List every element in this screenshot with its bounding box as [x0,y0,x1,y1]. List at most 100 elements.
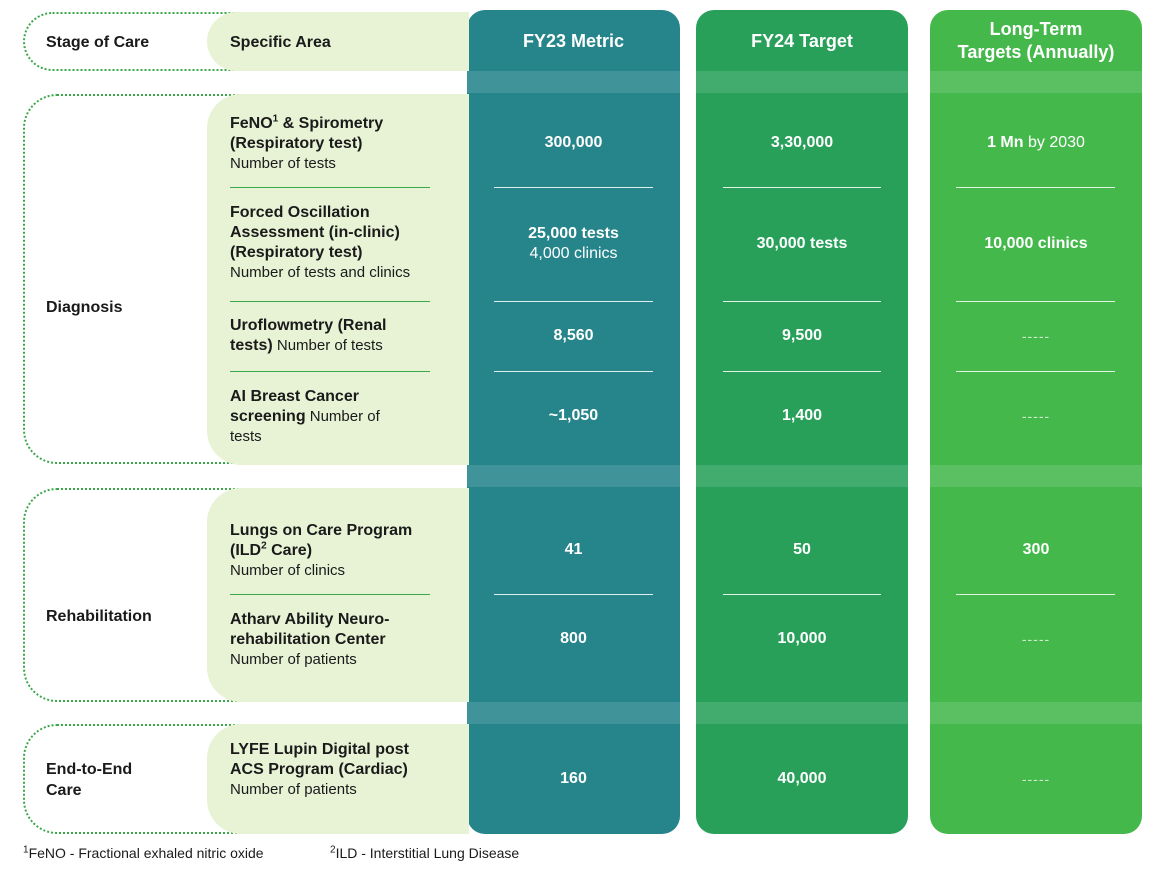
footnote-1-marker: 1 [23,844,29,856]
fy23-feno-value: 300,000 [544,134,603,151]
section-gap-band [467,702,1142,724]
area-lungs-on-care: Lungs on Care Program (ILD2 Care) Number… [230,521,430,581]
section-gap-band [467,465,1142,487]
fy23-uroflowmetry-value: 8,560 [553,327,594,344]
fy24-ai-breast-cancer-value: 1,400 [781,407,823,424]
column-gap [908,702,930,724]
specific-area-header: Specific Area [230,34,331,51]
fy24-header: FY24 Target [751,31,853,51]
fy23-lyfe-value: 160 [560,770,587,787]
area-forced-oscillation-sub: Number of tests and clinics [230,264,411,281]
stage-diagnosis: Diagnosis [46,299,123,316]
fy23-lungs-on-care: 41 [467,508,680,592]
section-gap-band [467,71,1142,93]
area-bg-end-to-end [207,724,469,834]
stage-rehabilitation: Rehabilitation [46,608,152,625]
lt-ai-breast-cancer: ----- [930,372,1142,460]
fy24-lyfe: 40,000 [696,736,908,822]
area-bg-header [207,12,469,71]
fy24-column [696,10,908,834]
stage-box-end-to-end [23,724,243,834]
area-feno-name: FeNO [230,115,273,132]
row-divider [723,301,881,302]
row-divider [230,301,430,302]
lt-lyfe-value: ----- [1021,771,1051,787]
footnote-ref-2: 2 [261,540,267,552]
footnote-2: 2ILD - Interstitial Lung Disease [330,845,519,861]
fy23-forced-oscillation-sub: 4,000 clinics [529,245,618,262]
lt-uroflowmetry-value: ----- [1021,328,1051,344]
row-divider [956,187,1115,188]
fy24-atharv-ability-value: 10,000 [777,630,827,647]
row-divider [956,301,1115,302]
row-divider [494,301,653,302]
lt-atharv-ability-value: ----- [1021,631,1051,647]
area-lungs-on-care-name-rest: Care) [266,542,313,559]
area-feno: FeNO1 & Spirometry (Respiratory test) Nu… [230,114,430,174]
row-divider [723,187,881,188]
stage-end-to-end-line1: End-to-End [46,761,133,778]
fy24-uroflowmetry: 9,500 [696,302,908,370]
lt-forced-oscillation-value: 10,000 clinics [984,235,1088,252]
fy23-lungs-on-care-value: 41 [564,541,583,558]
row-divider [723,371,881,372]
area-lungs-on-care-name: Lungs on Care Program (ILD [230,522,413,559]
fy23-uroflowmetry: 8,560 [467,302,680,370]
lt-lungs-on-care: 300 [930,508,1142,592]
area-lungs-on-care-sub: Number of clinics [230,562,346,579]
lt-ai-breast-cancer-value: ----- [1021,408,1051,424]
area-atharv-ability-sub: Number of patients [230,651,357,668]
lt-feno-bold: 1 Mn [987,134,1024,151]
area-bg-rehabilitation [207,488,469,702]
area-ai-breast-cancer-sub: Number of tests [230,408,380,445]
area-ai-breast-cancer: AI Breast Cancer screening Number of tes… [230,387,390,447]
fy23-forced-oscillation: 25,000 tests 4,000 clinics [467,188,680,300]
column-gap [908,71,930,93]
row-divider [230,371,430,372]
long-term-header: Long-Term Targets (Annually) [930,10,1142,71]
lt-atharv-ability: ----- [930,596,1142,682]
row-divider [723,594,881,595]
long-term-header-line2: Targets (Annually) [957,41,1115,62]
area-bg-diagnosis [207,94,469,465]
area-ai-breast-cancer-name: AI Breast Cancer screening [230,388,359,425]
fy24-forced-oscillation-value: 30,000 tests [756,235,848,252]
stage-box-diagnosis [23,94,243,464]
lt-feno: 1 Mn by 2030 [930,100,1142,186]
column-gap [680,71,696,93]
fy24-uroflowmetry-value: 9,500 [781,327,823,344]
fy24-ai-breast-cancer: 1,400 [696,372,908,460]
area-atharv-ability: Atharv Ability Neuro-rehabilitation Cent… [230,610,435,670]
fy23-header: FY23 Metric [522,31,625,51]
footnote-2-marker: 2 [330,844,336,856]
footnote-1: 1FeNO - Fractional exhaled nitric oxide [23,845,264,861]
stage-end-to-end-line2: Care [46,782,82,799]
lt-forced-oscillation: 10,000 clinics [930,188,1142,300]
fy23-feno: 300,000 [467,100,680,186]
area-lyfe-sub: Number of patients [230,781,357,798]
area-uroflowmetry-name: Uroflowmetry (Renal tests) [230,317,387,354]
area-uroflowmetry-sub: Number of tests [272,337,383,354]
fy23-forced-oscillation-value: 25,000 tests [528,225,619,242]
long-term-column [930,10,1142,834]
stage-end-to-end: End-to-End Care [46,759,132,801]
lt-lyfe: ----- [930,736,1142,822]
fy23-ai-breast-cancer-value: ~1,050 [548,407,599,424]
row-divider [494,594,653,595]
column-gap [680,465,696,487]
row-divider [230,594,430,595]
area-feno-name-rest: & Spirometry (Respiratory test) [230,115,384,152]
area-lyfe-name: LYFE Lupin Digital post ACS Program (Car… [230,741,409,778]
footnote-ref-1: 1 [272,113,279,125]
area-uroflowmetry: Uroflowmetry (Renal tests) Number of tes… [230,316,430,356]
area-forced-oscillation: Forced Oscillation Assessment (in-clinic… [230,203,430,283]
fy24-lyfe-value: 40,000 [777,770,827,787]
column-gap [908,465,930,487]
fy23-lyfe: 160 [467,736,680,822]
fy23-atharv-ability-value: 800 [560,630,587,647]
fy24-atharv-ability: 10,000 [696,596,908,682]
fy23-column [467,10,680,834]
long-term-header-line1: Long-Term [989,18,1083,39]
area-atharv-ability-name: Atharv Ability Neuro-rehabilitation Cent… [230,611,390,648]
row-divider [230,187,430,188]
